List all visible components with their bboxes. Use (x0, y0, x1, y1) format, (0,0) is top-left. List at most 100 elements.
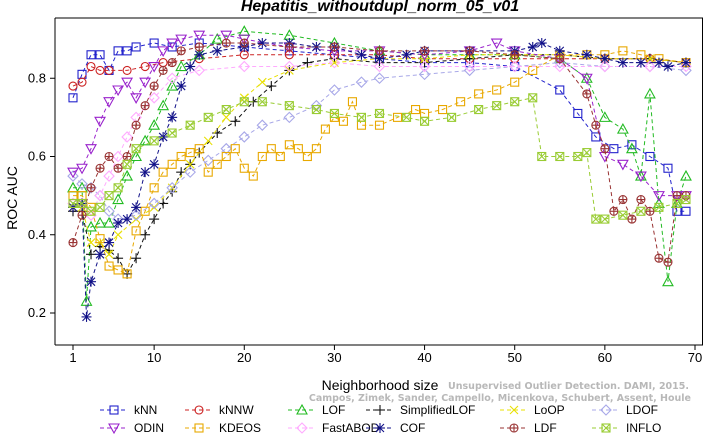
data-point (122, 151, 132, 162)
series-line (72, 42, 687, 317)
legend-item-simplifiedlof: SimplifiedLOF (366, 403, 475, 417)
data-point (510, 97, 520, 107)
legend-label: LoOP (534, 403, 565, 417)
data-point (510, 77, 520, 87)
data-point (591, 120, 601, 130)
data-point (121, 77, 134, 89)
data-point (374, 108, 385, 119)
data-point (113, 253, 124, 264)
data-point (167, 58, 177, 68)
data-point (140, 167, 151, 178)
data-point (86, 276, 97, 287)
data-point (510, 50, 520, 60)
data-point (555, 54, 565, 64)
series-cof (68, 38, 691, 322)
data-point (600, 214, 610, 224)
data-point (447, 112, 457, 122)
data-point (463, 60, 476, 73)
data-point (636, 206, 646, 216)
data-point (86, 249, 97, 260)
data-point (68, 93, 78, 103)
data-point (257, 151, 267, 162)
data-point (591, 132, 601, 142)
data-point (112, 85, 125, 97)
data-point (492, 101, 502, 111)
data-point (113, 183, 123, 193)
data-point (636, 194, 646, 205)
data-point (86, 50, 96, 60)
data-point (67, 170, 79, 182)
data-point (418, 60, 431, 73)
data-point (474, 105, 484, 115)
data-point (257, 38, 268, 49)
data-point (681, 194, 691, 205)
series-kdeos (68, 46, 691, 279)
data-point (130, 150, 143, 162)
legend-label: ODIN (134, 421, 164, 434)
data-point (131, 42, 141, 52)
x-tick-label: 40 (417, 350, 431, 365)
data-point (618, 46, 628, 56)
data-point (167, 159, 177, 169)
data-point (149, 159, 160, 170)
data-point (654, 202, 664, 212)
data-point (211, 32, 224, 44)
data-point (266, 81, 277, 92)
data-point (616, 159, 629, 171)
data-point (194, 49, 205, 60)
data-point (283, 60, 296, 73)
data-point (356, 112, 367, 122)
data-point (140, 206, 150, 216)
data-point (68, 238, 78, 248)
data-point (239, 38, 249, 48)
data-point (149, 202, 159, 212)
data-point (203, 167, 213, 177)
data-point (176, 46, 186, 56)
data-point (176, 81, 187, 92)
legend-label: kNNW (219, 403, 254, 417)
data-point (527, 41, 538, 52)
data-point (663, 163, 673, 173)
data-point (609, 206, 619, 216)
data-point (266, 144, 276, 154)
data-point (212, 159, 222, 169)
data-point (95, 202, 105, 212)
data-point (627, 214, 637, 224)
data-point (392, 112, 403, 122)
data-point (616, 122, 629, 134)
data-point (221, 151, 231, 162)
data-point (310, 99, 323, 112)
data-point (537, 151, 547, 162)
legend-marker (296, 422, 308, 434)
data-point (643, 87, 656, 99)
data-point (283, 111, 296, 124)
data-point (121, 169, 134, 181)
data-point (373, 60, 386, 73)
data-point (158, 65, 168, 75)
data-point (202, 154, 214, 167)
data-point (131, 120, 141, 130)
legend-label: COF (400, 421, 425, 434)
chart-title: Hepatitis_withoutdupl_norm_05_v01 (241, 0, 519, 15)
legend-marker (509, 423, 519, 433)
data-point (193, 64, 205, 77)
data-point (680, 57, 691, 68)
data-point (68, 198, 78, 208)
data-point (193, 30, 206, 42)
data-point (103, 170, 115, 182)
data-point (599, 60, 611, 73)
data-point (104, 261, 114, 271)
data-point (104, 191, 114, 201)
data-point (166, 72, 178, 85)
data-point (194, 42, 204, 52)
data-point (554, 60, 566, 73)
data-point (573, 151, 583, 162)
data-point (158, 131, 169, 142)
data-point (77, 198, 87, 208)
data-point (653, 57, 664, 68)
legend-label: INFLO (626, 421, 661, 434)
data-point (140, 61, 150, 72)
data-point (257, 97, 267, 107)
data-point (680, 169, 692, 181)
